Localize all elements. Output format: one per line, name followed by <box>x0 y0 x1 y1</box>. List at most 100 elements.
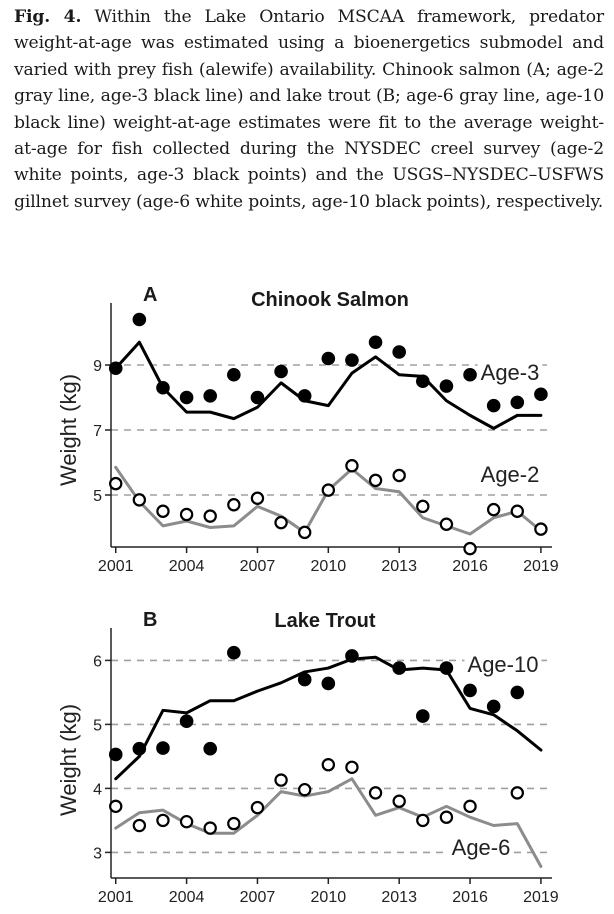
data-point-age-3-black <box>108 361 123 376</box>
data-point-age-6-white <box>227 816 241 831</box>
x-tick-label: 2001 <box>98 889 134 906</box>
data-point-age-6-white <box>250 800 265 815</box>
data-point-age-6-white <box>439 810 454 824</box>
data-point-age-10-black <box>179 714 194 728</box>
series-line-age-3 <box>114 340 543 430</box>
data-point-age-10-black <box>321 676 336 691</box>
x-tick-label: 2004 <box>169 889 205 906</box>
data-point-age-2-white <box>510 504 524 518</box>
data-point-age-2-white <box>368 473 383 488</box>
panel-label: B <box>143 609 157 631</box>
data-point-age-10-black <box>416 709 430 723</box>
data-point-age-10-black <box>486 699 501 714</box>
x-tick-label: 2010 <box>311 889 347 906</box>
data-point-age-6-white <box>510 786 524 800</box>
data-point-age-2-white <box>392 468 406 483</box>
data-point-age-10-black <box>510 685 525 700</box>
x-tick-label: 2013 <box>381 889 417 906</box>
y-tick-label: 4 <box>93 781 102 798</box>
data-point-age-3-black <box>439 379 454 393</box>
data-point-age-3-black <box>534 387 548 402</box>
data-point-age-10-black <box>203 741 218 756</box>
data-point-age-2-white <box>321 483 336 497</box>
data-point-age-3-black <box>179 390 194 405</box>
x-tick-label: 2010 <box>311 558 347 575</box>
data-point-age-3-black <box>510 395 525 410</box>
data-point-age-2-white <box>156 504 170 518</box>
data-point-age-10-black <box>439 661 454 675</box>
data-point-age-10-black <box>227 645 241 660</box>
annotation-background <box>477 362 543 383</box>
data-point-age-2-white <box>109 476 123 491</box>
data-point-age-3-black <box>297 389 312 403</box>
caption-text: Within the Lake Ontario MSCAA framework,… <box>14 7 604 212</box>
data-point-age-3-black <box>345 353 359 367</box>
y-tick-label: 7 <box>93 423 102 440</box>
data-point-age-2-white <box>416 499 430 514</box>
data-point-age-2-white <box>227 498 241 512</box>
data-point-age-3-black <box>132 312 147 327</box>
data-point-age-6-white <box>416 813 430 828</box>
x-tick-label: 2016 <box>452 558 488 575</box>
x-tick-label: 2019 <box>523 889 559 906</box>
data-point-age-6-white <box>156 813 170 828</box>
data-point-age-6-white <box>297 782 312 797</box>
data-point-age-10-black <box>156 741 170 755</box>
data-point-age-2-white <box>274 515 288 530</box>
data-point-age-2-white <box>439 517 454 531</box>
series-annotation: Age-6 <box>452 835 511 860</box>
data-point-age-3-black <box>250 390 265 405</box>
y-tick-label: 5 <box>93 717 102 734</box>
y-tick-label: 3 <box>93 845 102 862</box>
data-point-age-10-black <box>463 683 477 698</box>
data-point-age-10-black <box>345 649 359 663</box>
x-tick-label: 2007 <box>240 558 276 575</box>
data-point-age-10-black <box>297 672 312 687</box>
data-point-age-3-black <box>227 367 241 382</box>
data-point-age-10-black <box>132 741 147 756</box>
data-point-age-6-white <box>179 814 194 829</box>
data-point-age-2-white <box>297 525 312 540</box>
figure-label: Fig. 4. <box>14 7 82 27</box>
data-point-age-2-white <box>534 522 548 536</box>
x-tick-label: 2004 <box>169 558 205 575</box>
x-tick-label: 2016 <box>452 889 488 906</box>
panel-label: A <box>143 284 157 306</box>
data-point-age-2-white <box>179 507 194 522</box>
series-annotation: Age-3 <box>481 360 540 385</box>
data-point-age-3-black <box>463 367 477 382</box>
data-point-age-2-white <box>463 541 477 556</box>
series-line-age-2 <box>114 465 543 536</box>
x-tick-label: 2007 <box>240 889 276 906</box>
data-point-age-2-white <box>250 491 265 505</box>
data-point-age-3-black <box>321 351 336 366</box>
data-point-age-3-black <box>368 335 383 350</box>
x-tick-label: 2013 <box>381 558 417 575</box>
series-annotation: Age-10 <box>468 652 539 677</box>
data-point-age-6-white <box>274 773 288 787</box>
data-point-age-3-black <box>274 364 288 379</box>
data-point-age-3-black <box>486 398 501 413</box>
data-point-age-6-white <box>345 760 359 774</box>
series-annotation: Age-2 <box>481 462 540 487</box>
figure-caption: Fig. 4. Within the Lake Ontario MSCAA fr… <box>14 4 604 215</box>
y-tick-label: 6 <box>93 653 102 670</box>
data-point-age-2-white <box>486 502 501 517</box>
data-point-age-3-black <box>203 389 218 403</box>
data-point-age-6-white <box>132 818 147 833</box>
x-tick-label: 2001 <box>98 558 134 575</box>
data-point-age-3-black <box>156 380 170 395</box>
data-point-age-6-white <box>463 799 477 814</box>
data-point-age-10-black <box>108 747 123 762</box>
series-line-age-10 <box>114 655 543 781</box>
annotation-background <box>448 837 514 858</box>
data-point-age-6-white <box>368 786 383 800</box>
data-point-age-10-black <box>392 661 406 675</box>
y-axis-label: Weight (kg) <box>56 374 81 486</box>
data-point-age-6-white <box>203 821 217 835</box>
chinook-salmon-chart: 5 7 9 2001 2004 2007 2010 2013 2016 2019 Weight (k… <box>56 284 559 575</box>
y-tick-label: 5 <box>93 488 102 505</box>
data-point-age-2-white <box>345 459 359 473</box>
data-point-age-6-white <box>392 794 406 808</box>
chart-title: Chinook Salmon <box>251 289 409 311</box>
